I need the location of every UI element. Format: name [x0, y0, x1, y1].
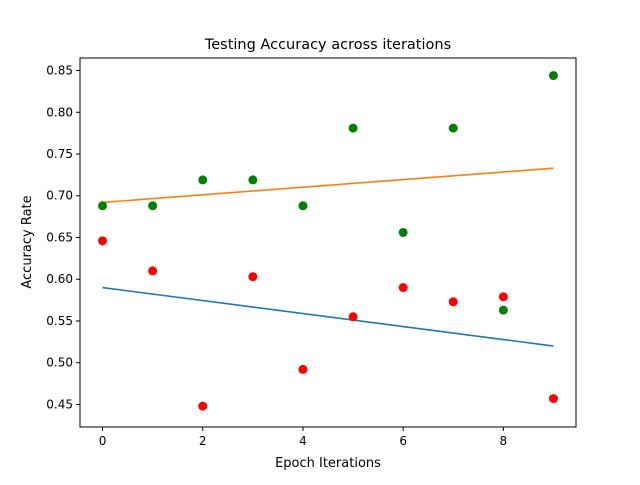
- scatter-point-series-2: [548, 71, 558, 81]
- y-tick-label: 0.65: [46, 230, 73, 244]
- scatter-point-series-1: [198, 401, 208, 411]
- scatter-point-series-1: [448, 297, 458, 307]
- y-tick-label: 0.75: [46, 147, 73, 161]
- scatter-point-series-1: [498, 292, 508, 302]
- plot-marks: [98, 71, 558, 411]
- scatter-point-series-2: [448, 123, 458, 133]
- scatter-point-series-2: [198, 175, 208, 185]
- x-tick-label: 0: [99, 434, 107, 448]
- scatter-point-series-1: [248, 272, 258, 282]
- y-tick-label: 0.55: [46, 314, 73, 328]
- plot-frame: [79, 57, 577, 428]
- x-tick-label: 4: [299, 434, 307, 448]
- trend-line-2: [102, 167, 554, 204]
- scatter-point-series-2: [298, 201, 308, 211]
- trend-line-1: [102, 286, 554, 347]
- scatter-point-series-2: [248, 175, 258, 185]
- scatter-point-series-2: [498, 305, 508, 315]
- y-tick-label: 0.70: [46, 189, 73, 203]
- scatter-point-series-2: [398, 227, 408, 237]
- scatter-point-series-1: [98, 236, 108, 246]
- x-tick-label: 2: [199, 434, 207, 448]
- x-tick-label: 6: [399, 434, 407, 448]
- scatter-point-series-2: [148, 201, 158, 211]
- scatter-point-series-2: [98, 201, 108, 211]
- scatter-point-series-1: [548, 394, 558, 404]
- scatter-point-series-1: [298, 364, 308, 374]
- axis-ticks: 0 2 4 6 8 0.45 0.50 0.55 0.60 0.65 0.70 0.75 0.80 0.8…: [46, 64, 507, 448]
- y-tick-label: 0.85: [46, 64, 73, 78]
- y-tick-label: 0.50: [46, 356, 73, 370]
- x-axis-label: Epoch Iterations: [275, 456, 381, 471]
- scatter-point-series-1: [398, 283, 408, 293]
- chart-title: Testing Accuracy across iterations: [204, 37, 451, 53]
- y-tick-label: 0.60: [46, 272, 73, 286]
- scatter-point-series-1: [348, 312, 358, 322]
- y-tick-label: 0.45: [46, 397, 73, 411]
- scatter-point-series-2: [348, 123, 358, 133]
- y-tick-label: 0.80: [46, 105, 73, 119]
- y-axis-label: Accuracy Rate: [20, 195, 35, 288]
- scatter-point-series-1: [148, 266, 158, 276]
- x-tick-label: 8: [500, 434, 508, 448]
